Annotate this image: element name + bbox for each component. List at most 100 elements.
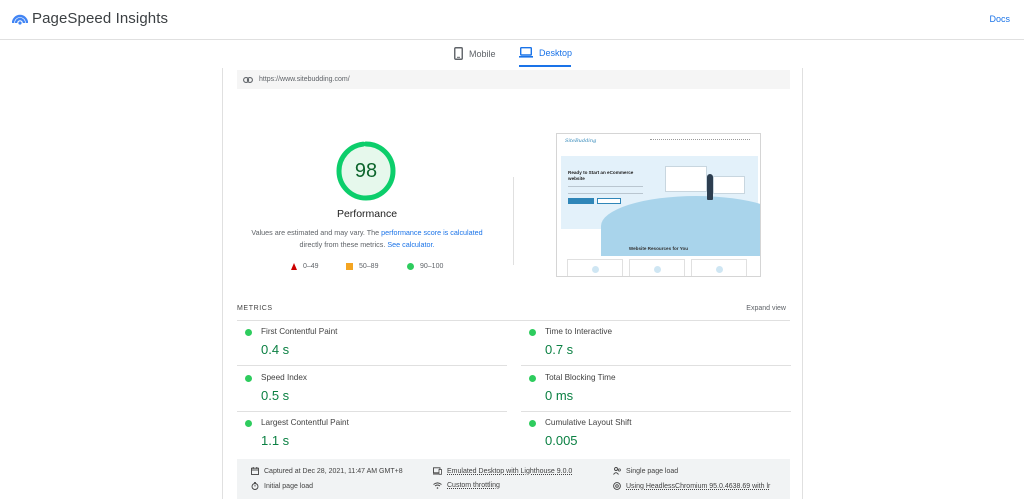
pass-circle-icon — [245, 375, 252, 382]
resource-icon — [592, 266, 599, 273]
metric-total-blocking-time[interactable]: Total Blocking Time 0 ms — [521, 366, 791, 412]
network-throttling[interactable]: Custom throttling — [433, 482, 500, 489]
brand-name: PageSpeed Insights — [32, 10, 169, 27]
person-icon — [613, 467, 621, 475]
see-calculator-link[interactable]: See calculator. — [387, 240, 435, 249]
metric-title: Largest Contentful Paint — [261, 418, 349, 427]
expand-view-button[interactable]: Expand view — [746, 305, 786, 312]
timer-icon — [251, 482, 259, 490]
screenshot-section-title: Website Resources for You — [628, 246, 689, 251]
devices-icon — [433, 467, 442, 475]
page-screenshot[interactable]: SiteBudding Ready to Start an eCommerce … — [556, 133, 761, 277]
captured-at-text: Captured at Dec 28, 2021, 11:47 AM GMT+8 — [264, 467, 403, 475]
screenshot-hero: Ready to Start an eCommerce website — [561, 156, 760, 256]
metric-title: Time to Interactive — [545, 327, 613, 336]
performance-score: 98 — [354, 160, 378, 182]
initial-page-load-text: Initial page load — [264, 482, 314, 490]
pass-circle-icon — [245, 329, 252, 336]
metric-value: 0 ms — [545, 388, 574, 403]
laptop-icon — [519, 47, 533, 58]
screenshot-illustration-person — [707, 174, 713, 200]
metric-first-contentful-paint[interactable]: First Contentful Paint 0.4 s — [237, 320, 507, 366]
initial-page-load: Initial page load — [251, 482, 313, 490]
metric-value: 0.005 — [545, 433, 578, 448]
tab-mobile[interactable]: Mobile — [454, 47, 496, 60]
chrome-icon — [613, 482, 621, 490]
metric-speed-index[interactable]: Speed Index 0.5 s — [237, 366, 507, 412]
screenshot-resource-card — [691, 259, 747, 276]
metric-value: 0.5 s — [261, 388, 290, 403]
brand[interactable]: PageSpeed Insights — [12, 10, 168, 27]
resource-icon — [716, 266, 723, 273]
screenshot-logo: SiteBudding — [565, 138, 597, 144]
single-page-load: Single page load — [613, 467, 678, 475]
screenshot-nav: SiteBudding — [557, 134, 760, 148]
metric-title: Total Blocking Time — [545, 373, 616, 382]
runtime-settings: Captured at Dec 28, 2021, 11:47 AM GMT+8… — [237, 459, 790, 499]
device-tabs: Mobile Desktop — [0, 40, 1024, 68]
metrics-label: METRICS — [237, 305, 273, 312]
wifi-icon — [433, 482, 442, 489]
captured-at: Captured at Dec 28, 2021, 11:47 AM GMT+8 — [251, 467, 403, 475]
emulated-device[interactable]: Emulated Desktop with Lighthouse 9.0.0 — [433, 467, 572, 475]
pass-circle-icon — [529, 375, 536, 382]
metric-title: First Contentful Paint — [261, 327, 338, 336]
metric-value: 1.1 s — [261, 433, 290, 448]
calendar-icon — [251, 467, 259, 475]
screenshot-secondary-button — [597, 198, 621, 204]
average-square-icon — [346, 263, 353, 270]
tab-desktop[interactable]: Desktop — [519, 47, 572, 58]
gauge-ring — [336, 141, 396, 201]
emulated-device-text: Emulated Desktop with Lighthouse 9.0.0 — [447, 467, 573, 475]
metrics-header: METRICS Expand view — [237, 303, 790, 321]
pass-circle-icon — [245, 420, 252, 427]
score-legend: 0–49 50–89 90–100 — [291, 263, 471, 275]
legend-average: 50–89 — [346, 263, 378, 270]
single-page-load-text: Single page load — [626, 467, 679, 475]
metric-largest-contentful-paint[interactable]: Largest Contentful Paint 1.1 s — [237, 411, 507, 457]
tab-desktop-label: Desktop — [539, 47, 573, 58]
browser-version[interactable]: Using HeadlessChromium 95.0.4638.69 with… — [613, 482, 770, 490]
url-bar: https://www.sitebudding.com/ — [237, 70, 790, 89]
analyzed-url[interactable]: https://www.sitebudding.com/ — [259, 76, 350, 83]
metric-cumulative-layout-shift[interactable]: Cumulative Layout Shift 0.005 — [521, 411, 791, 457]
performance-gauge[interactable]: 98 — [334, 139, 398, 203]
resource-icon — [654, 266, 661, 273]
legend-pass: 90–100 — [407, 263, 443, 270]
legend-fail: 0–49 — [291, 263, 319, 270]
screenshot-illustration-screen — [665, 166, 707, 192]
note-prefix: Values are estimated and may vary. The — [251, 228, 382, 237]
pass-circle-icon — [529, 420, 536, 427]
fail-triangle-icon — [291, 263, 297, 270]
metric-title: Cumulative Layout Shift — [545, 418, 632, 427]
gauge-arc — [336, 141, 396, 201]
tab-mobile-label: Mobile — [469, 48, 496, 59]
legend-pass-label: 90–100 — [420, 263, 444, 270]
screenshot-illustration-card — [713, 176, 745, 194]
docs-link[interactable]: Docs — [989, 14, 1010, 24]
link-icon — [243, 76, 253, 83]
phone-icon — [454, 47, 463, 60]
metric-value: 0.7 s — [545, 342, 574, 357]
screenshot-resource-card — [567, 259, 623, 276]
screenshot-hero-text — [568, 186, 643, 194]
throttling-text: Custom throttling — [447, 482, 500, 489]
metric-time-to-interactive[interactable]: Time to Interactive 0.7 s — [521, 320, 791, 366]
performance-note: Values are estimated and may vary. The p… — [239, 227, 495, 251]
browser-version-text: Using HeadlessChromium 95.0.4638.69 with… — [626, 482, 771, 490]
vertical-divider — [513, 177, 514, 265]
metric-title: Speed Index — [261, 373, 307, 382]
pass-circle-icon — [529, 329, 536, 336]
screenshot-hero-wave — [601, 196, 760, 256]
screenshot-hero-title: Ready to Start an eCommerce website — [568, 170, 634, 181]
legend-fail-label: 0–49 — [303, 263, 319, 270]
score-calculated-link[interactable]: performance score is calculated — [381, 228, 483, 237]
note-middle: directly from these metrics. — [299, 240, 388, 249]
pass-circle-icon — [407, 263, 414, 270]
tab-active-indicator — [519, 65, 571, 67]
metric-value: 0.4 s — [261, 342, 290, 357]
report-panel: https://www.sitebudding.com/ 98 Performa… — [222, 68, 803, 499]
screenshot-menu — [650, 139, 750, 141]
pagespeed-logo-icon — [12, 14, 28, 25]
screenshot-primary-button — [568, 198, 594, 204]
